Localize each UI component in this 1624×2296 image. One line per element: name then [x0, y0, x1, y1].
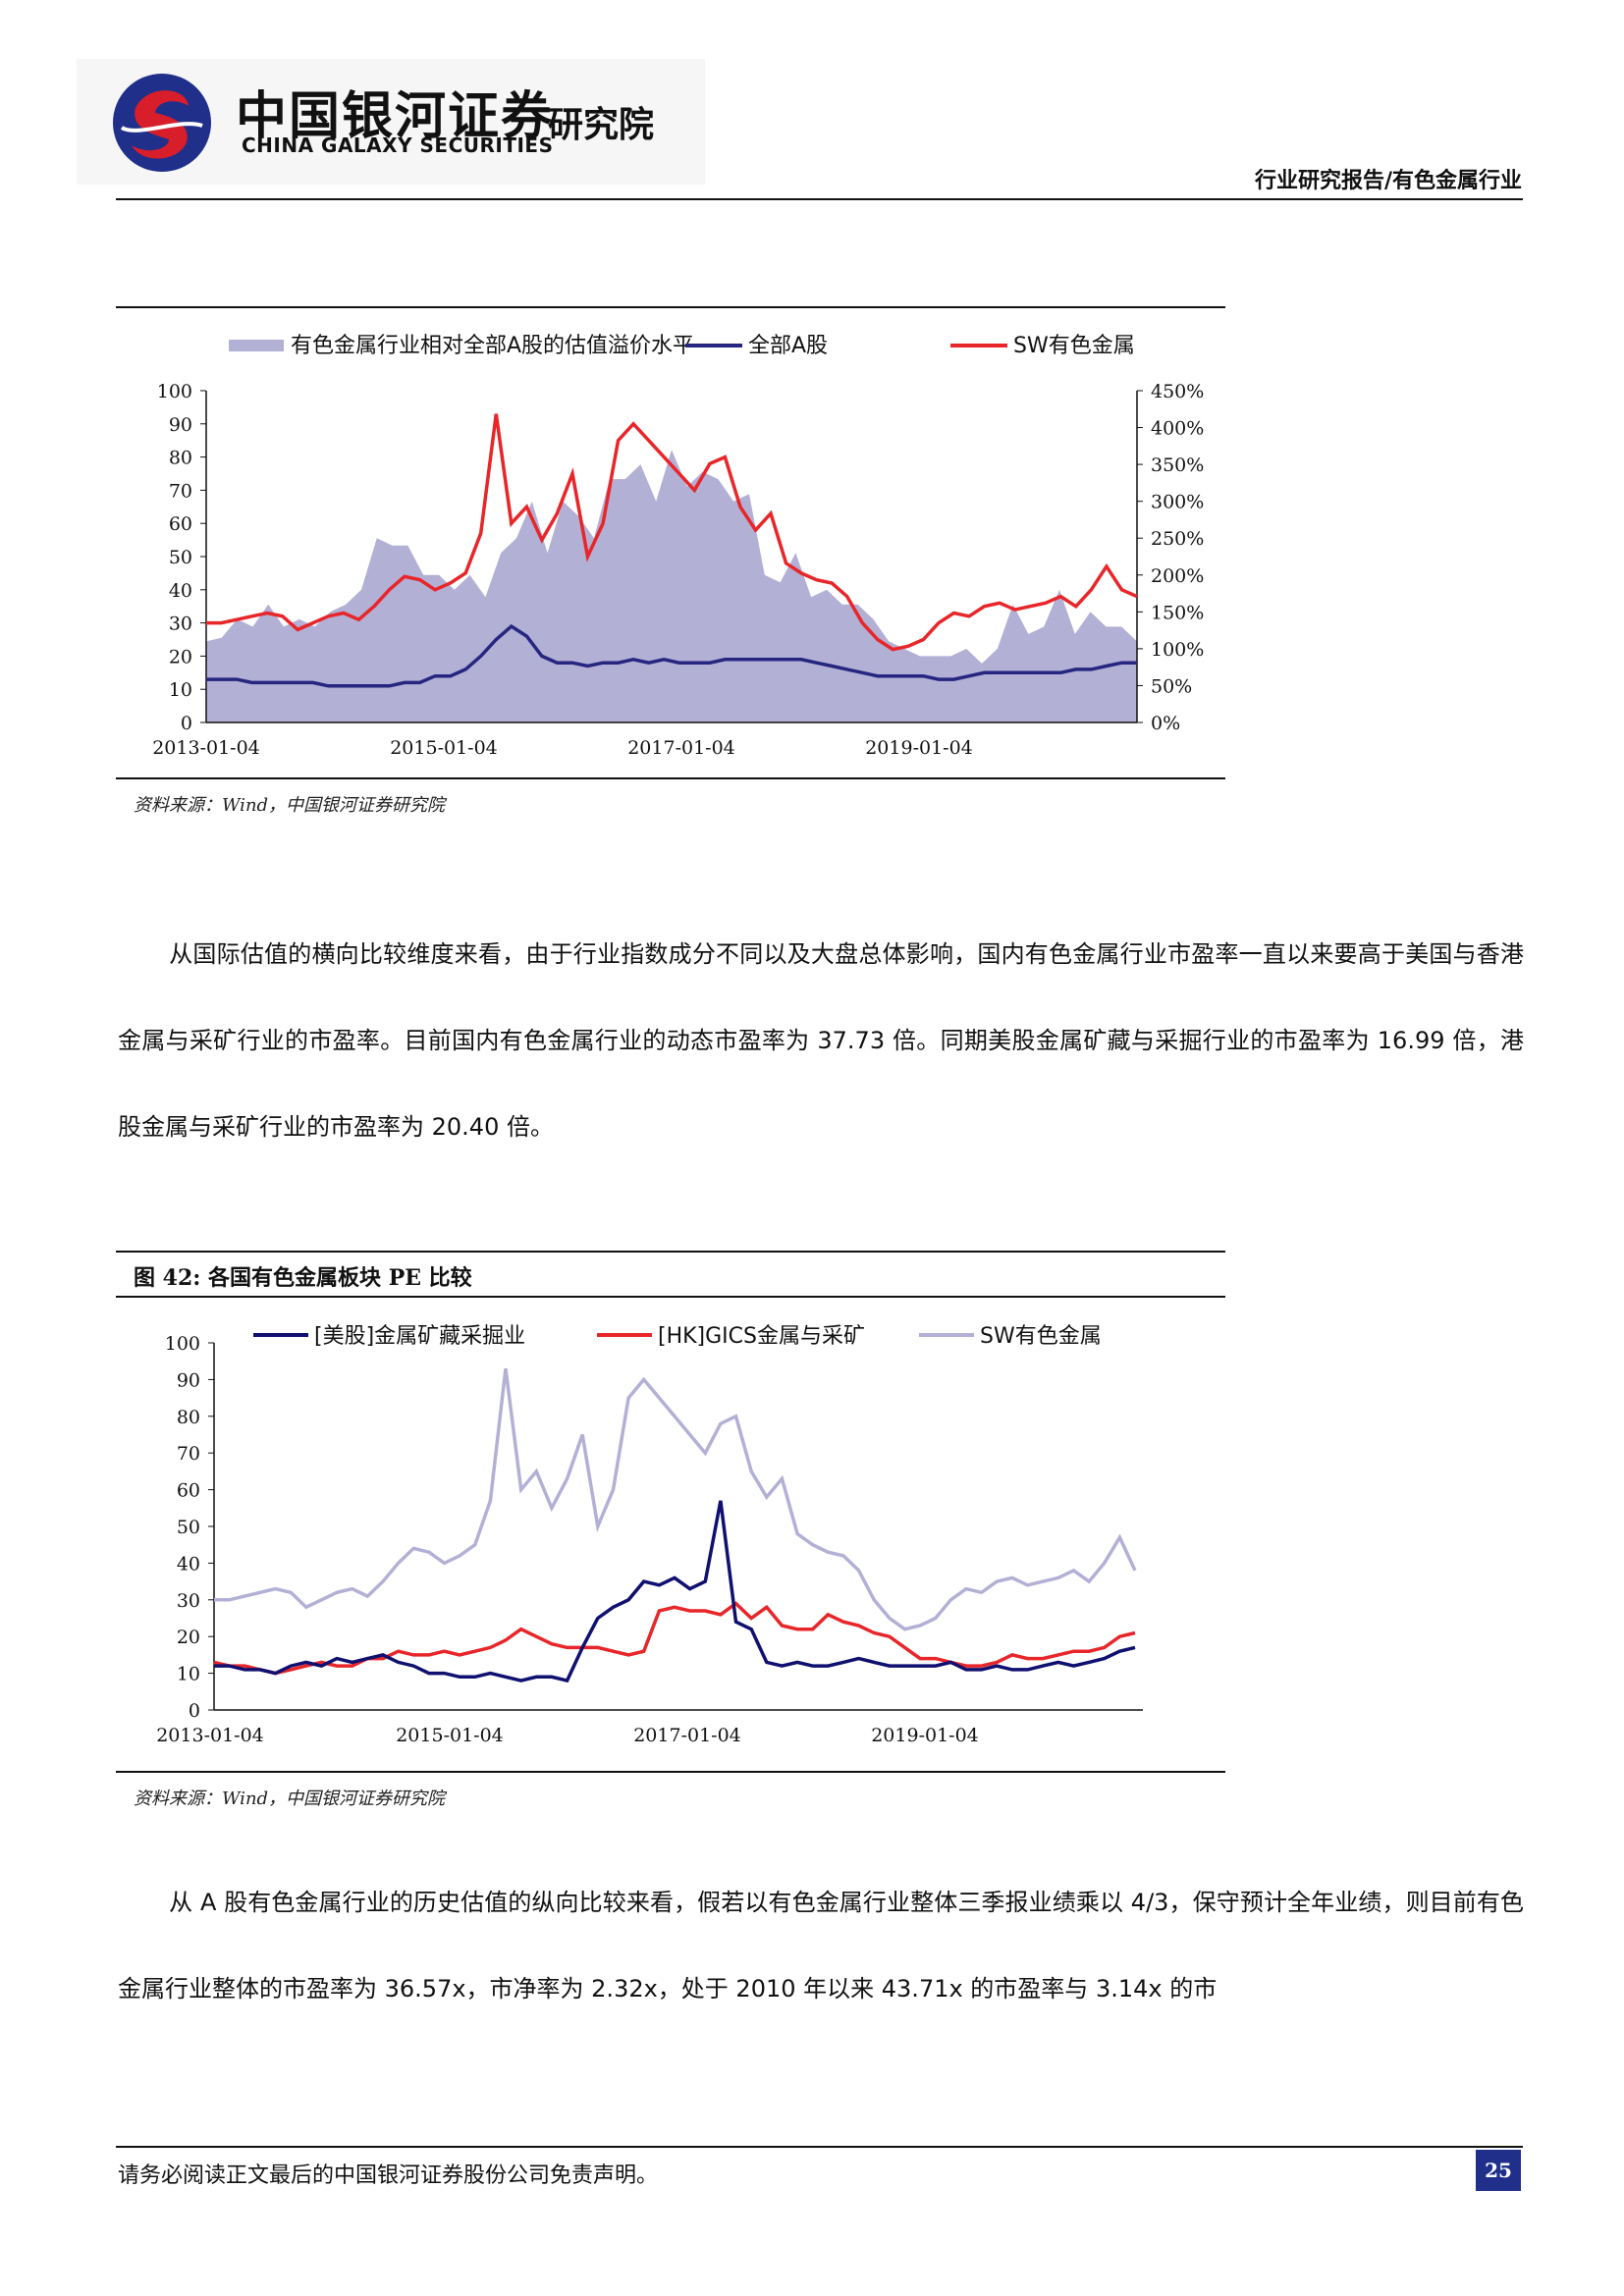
- legend-swatch-premium: [229, 340, 284, 351]
- y-tick-label: 60: [177, 1480, 200, 1502]
- left-tick-label: 20: [169, 646, 192, 667]
- y-tick-label: 90: [177, 1369, 200, 1391]
- galaxy-logo-icon: [113, 74, 211, 172]
- x-tick-label: 2019-01-04: [865, 737, 973, 759]
- left-tick-label: 100: [157, 381, 192, 402]
- y-tick-label: 40: [177, 1553, 200, 1575]
- y-tick-label: 10: [177, 1664, 200, 1685]
- right-tick-label: 200%: [1151, 565, 1204, 587]
- valuation-premium-chart: 有色金属行业相对全部A股的估值溢价水平 全部A股 SW有色金属10090807060…: [152, 334, 1204, 759]
- footer-divider: [116, 2146, 1523, 2148]
- y-tick-label: 70: [177, 1443, 200, 1465]
- premium-area: [206, 450, 1137, 722]
- right-tick-label: 250%: [1151, 528, 1204, 550]
- left-tick-label: 50: [169, 547, 192, 568]
- legend-label-all-a: 全部A股: [748, 334, 828, 358]
- y-tick-label: 20: [177, 1627, 200, 1648]
- logo-chinese-name: 中国银河证券: [236, 87, 555, 146]
- left-tick-label: 30: [169, 614, 192, 635]
- right-tick-label: 300%: [1151, 492, 1204, 513]
- all-a-share-line: [206, 623, 1137, 688]
- y-tick-label: 100: [165, 1333, 200, 1355]
- y-tick-label: 0: [189, 1700, 200, 1722]
- x-tick-label: 2019-01-04: [871, 1725, 979, 1746]
- right-tick-label: 100%: [1151, 639, 1204, 661]
- legend-label-sw: SW有色金属: [1013, 334, 1135, 358]
- legend-label-1: [美股]金属矿藏采掘业: [314, 1324, 525, 1349]
- left-tick-label: 90: [169, 414, 192, 436]
- x-tick-label: 2015-01-04: [396, 1725, 504, 1746]
- right-tick-label: 450%: [1151, 381, 1204, 402]
- logo-english-name: CHINA GALAXY SECURITIES: [242, 133, 554, 157]
- left-tick-label: 70: [169, 480, 192, 502]
- body-paragraph-2: 从 A 股有色金属行业的历史估值的纵向比较来看，假若以有色金属行业整体三季报业绩…: [118, 1889, 1524, 2002]
- body-paragraph-1: 从国际估值的横向比较维度来看，由于行业指数成分不同以及大盘总体影响，国内有色金属…: [118, 940, 1524, 1141]
- chart1-source: 资料来源：Wind，中国银河证券研究院: [134, 795, 446, 816]
- x-tick-label: 2013-01-04: [152, 737, 260, 759]
- legend-label-2: [HK]GICS金属与采矿: [658, 1324, 865, 1349]
- x-tick-label: 2017-01-04: [633, 1725, 741, 1746]
- x-tick-label: 2015-01-04: [390, 737, 498, 759]
- sw-nonferrous-line: [206, 413, 1138, 652]
- chart1-bottom-rule: [116, 777, 1225, 779]
- legend-label-premium: 有色金属行业相对全部A股的估值溢价水平: [291, 334, 694, 358]
- y-tick-label: 50: [177, 1517, 200, 1538]
- page-number: 25: [1476, 2150, 1521, 2191]
- figure42-title-bottom-rule: [116, 1296, 1225, 1298]
- x-tick-label: 2017-01-04: [627, 737, 735, 759]
- footer-disclaimer: 请务必阅读正文最后的中国银河证券股份公司免责声明。: [118, 2163, 659, 2188]
- logo-institute: 研究院: [548, 105, 655, 145]
- series-line-1: [214, 1500, 1136, 1683]
- left-tick-label: 80: [169, 448, 192, 469]
- chart2-source: 资料来源：Wind，中国银河证券研究院: [134, 1789, 446, 1809]
- right-tick-label: 0%: [1151, 713, 1180, 734]
- left-tick-label: 60: [169, 513, 192, 535]
- left-tick-label: 40: [169, 580, 192, 602]
- left-tick-label: 0: [181, 713, 192, 734]
- report-type: 行业研究报告/有色金属行业: [1254, 168, 1522, 193]
- header-divider: [116, 198, 1523, 200]
- chart1-top-rule: [116, 306, 1225, 308]
- figure42-title-top-rule: [116, 1251, 1225, 1253]
- pe-comparison-chart: [美股]金属矿藏采掘业 [HK]GICS金属与采矿 SW有色金属1009080706…: [156, 1324, 1143, 1746]
- right-tick-label: 150%: [1151, 602, 1204, 623]
- legend-label-3: SW有色金属: [980, 1324, 1102, 1349]
- y-tick-label: 30: [177, 1590, 200, 1612]
- chart2-bottom-rule: [116, 1771, 1225, 1773]
- series-line-3: [214, 1367, 1137, 1631]
- left-tick-label: 10: [169, 679, 192, 701]
- figure42-title: 图 42: 各国有色金属板块 PE 比较: [134, 1265, 472, 1291]
- y-tick-label: 80: [177, 1407, 200, 1428]
- right-tick-label: 50%: [1151, 675, 1192, 697]
- right-tick-label: 350%: [1151, 454, 1204, 476]
- x-tick-label: 2013-01-04: [156, 1725, 264, 1746]
- right-tick-label: 400%: [1151, 418, 1204, 440]
